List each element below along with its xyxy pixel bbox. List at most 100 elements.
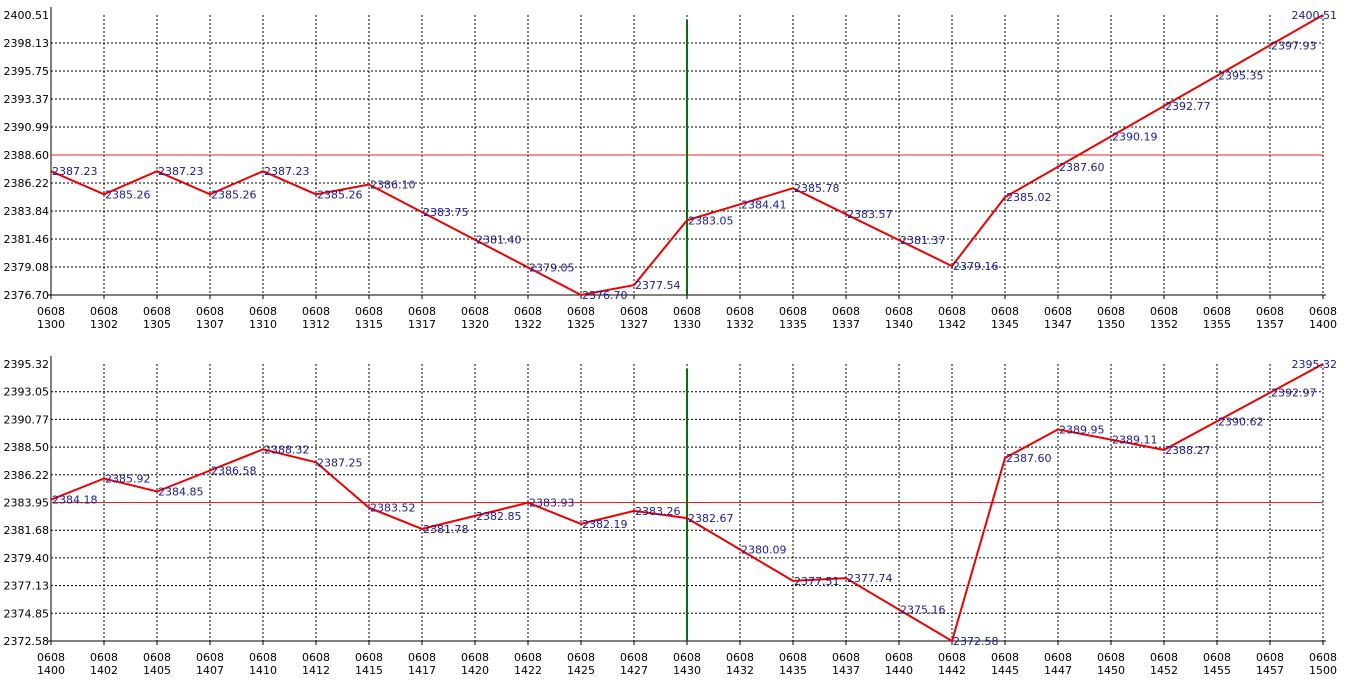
x-tick-label-date: 0608 — [1044, 651, 1072, 664]
x-tick-label-time: 1320 — [461, 318, 489, 331]
x-tick-label-time: 1437 — [832, 664, 860, 677]
data-point-label: 2389.11 — [1112, 434, 1158, 447]
x-tick-label-time: 1330 — [673, 318, 701, 331]
y-tick-label: 2376.70 — [4, 289, 50, 302]
y-tick-label: 2393.05 — [4, 386, 50, 399]
x-tick-label-date: 0608 — [938, 651, 966, 664]
y-tick-label: 2390.99 — [4, 121, 50, 134]
x-tick-label-time: 1405 — [143, 664, 171, 677]
x-tick-label-date: 0608 — [1097, 651, 1125, 664]
x-tick-label-time: 1452 — [1150, 664, 1178, 677]
x-tick-label-time: 1335 — [779, 318, 807, 331]
x-tick-label-time: 1415 — [355, 664, 383, 677]
data-point-label: 2397.93 — [1271, 39, 1317, 52]
y-tick-label: 2388.60 — [4, 149, 50, 162]
x-tick-label-time: 1440 — [885, 664, 913, 677]
x-tick-label-date: 0608 — [1150, 305, 1178, 318]
x-tick-label-date: 0608 — [249, 305, 277, 318]
x-tick-label-date: 0608 — [991, 305, 1019, 318]
data-point-label: 2382.19 — [582, 518, 628, 531]
data-point-label: 2383.57 — [847, 208, 893, 221]
x-tick-label-date: 0608 — [1097, 305, 1125, 318]
x-tick-label-date: 0608 — [567, 651, 595, 664]
data-point-label: 2390.62 — [1218, 415, 1264, 428]
x-tick-label-date: 0608 — [673, 305, 701, 318]
x-tick-label-date: 0608 — [832, 651, 860, 664]
data-point-label: 2390.19 — [1112, 130, 1158, 143]
x-tick-label-date: 0608 — [1203, 651, 1231, 664]
data-point-label: 2377.54 — [635, 279, 681, 292]
x-tick-label-date: 0608 — [1256, 651, 1284, 664]
data-point-label: 2384.85 — [158, 486, 204, 499]
x-tick-label-date: 0608 — [620, 651, 648, 664]
x-tick-label-time: 1455 — [1203, 664, 1231, 677]
x-tick-label-time: 1340 — [885, 318, 913, 331]
y-tick-label: 2390.77 — [4, 413, 50, 426]
data-point-label: 2385.26 — [317, 188, 363, 201]
x-tick-label-date: 0608 — [726, 651, 754, 664]
x-tick-label-time: 1400 — [1309, 318, 1337, 331]
series-line — [50, 363, 1324, 643]
x-tick-label-time: 1402 — [90, 664, 118, 677]
x-tick-label-date: 0608 — [885, 305, 913, 318]
x-tick-label-time: 1427 — [620, 664, 648, 677]
x-tick-label-time: 1450 — [1097, 664, 1125, 677]
x-tick-label-date: 0608 — [355, 305, 383, 318]
y-tick-label: 2374.85 — [4, 607, 50, 620]
data-point-label: 2384.18 — [52, 494, 98, 507]
x-tick-label-time: 1307 — [196, 318, 224, 331]
x-tick-label-time: 1412 — [302, 664, 330, 677]
data-point-label: 2377.74 — [847, 572, 893, 585]
y-tick-label: 2398.13 — [4, 37, 50, 50]
data-point-label: 2387.23 — [158, 165, 204, 178]
x-tick-label-date: 0608 — [938, 305, 966, 318]
data-point-label: 2387.23 — [264, 165, 310, 178]
x-tick-label-date: 0608 — [196, 651, 224, 664]
x-tick-label-time: 1430 — [673, 664, 701, 677]
y-tick-label: 2386.22 — [4, 469, 50, 482]
data-point-label: 2392.77 — [1165, 100, 1211, 113]
x-tick-label-date: 0608 — [1256, 305, 1284, 318]
data-point-label: 2380.09 — [741, 544, 787, 557]
x-tick-label-time: 1317 — [408, 318, 436, 331]
x-tick-label-time: 1342 — [938, 318, 966, 331]
data-point-label: 2372.58 — [953, 635, 999, 648]
x-tick-label-time: 1332 — [726, 318, 754, 331]
data-point-label: 2383.93 — [529, 497, 575, 510]
data-point-label: 2376.70 — [582, 289, 628, 302]
x-tick-label-time: 1322 — [514, 318, 542, 331]
data-point-label: 2383.05 — [688, 214, 734, 227]
data-point-label: 2388.27 — [1165, 444, 1211, 457]
data-point-label: 2384.41 — [741, 198, 787, 211]
data-point-label: 2395.32 — [1292, 358, 1338, 371]
data-point-label: 2387.25 — [317, 456, 363, 469]
data-point-label: 2389.95 — [1059, 423, 1105, 436]
data-point-label: 2400.51 — [1292, 9, 1338, 22]
x-tick-label-time: 1410 — [249, 664, 277, 677]
x-tick-label-time: 1447 — [1044, 664, 1072, 677]
x-tick-label-date: 0608 — [143, 305, 171, 318]
x-tick-label-time: 1325 — [567, 318, 595, 331]
x-tick-label-time: 1422 — [514, 664, 542, 677]
data-point-label: 2386.10 — [370, 178, 416, 191]
data-point-label: 2382.85 — [476, 510, 522, 523]
x-tick-label-time: 1302 — [90, 318, 118, 331]
x-tick-label-time: 1425 — [567, 664, 595, 677]
x-tick-label-date: 0608 — [196, 305, 224, 318]
x-tick-label-date: 0608 — [779, 651, 807, 664]
x-tick-label-time: 1345 — [991, 318, 1019, 331]
x-tick-label-date: 0608 — [90, 651, 118, 664]
y-tick-label: 2379.40 — [4, 552, 50, 565]
data-point-label: 2379.16 — [953, 260, 999, 273]
y-tick-label: 2379.08 — [4, 261, 50, 274]
x-tick-label-date: 0608 — [249, 651, 277, 664]
data-point-label: 2386.58 — [211, 464, 257, 477]
x-tick-label-date: 0608 — [1309, 651, 1337, 664]
y-tick-label: 2393.37 — [4, 93, 50, 106]
x-tick-label-date: 0608 — [90, 305, 118, 318]
x-tick-label-date: 0608 — [726, 305, 754, 318]
data-point-label: 2383.75 — [423, 206, 469, 219]
data-point-label: 2387.23 — [52, 165, 98, 178]
x-tick-label-time: 1305 — [143, 318, 171, 331]
